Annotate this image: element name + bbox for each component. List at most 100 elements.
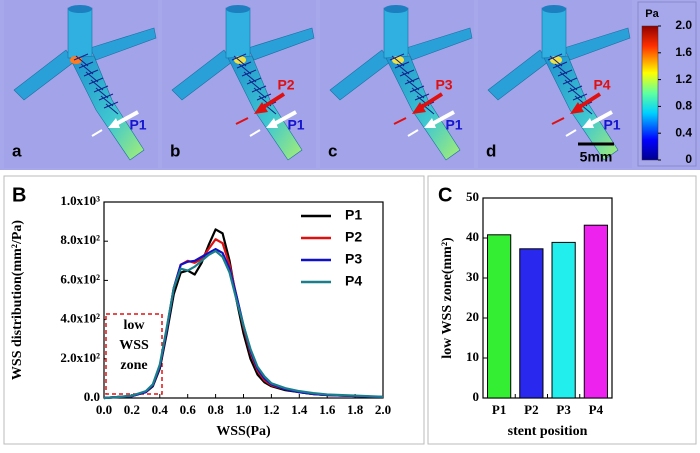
- panel-b-frame: [3, 175, 425, 445]
- y-tick-label: 1.0x10³: [60, 193, 100, 208]
- panel-label: B: [12, 184, 26, 206]
- vessel-top: [67, 7, 93, 59]
- vessel-top-opening: [384, 5, 408, 13]
- arrow-head: [108, 118, 120, 128]
- vessel-trunk: [69, 55, 145, 161]
- position-marker: P1: [445, 117, 462, 133]
- subpanel-label: d: [486, 141, 496, 160]
- stent-strut: [98, 93, 114, 107]
- y-tick-label: 30: [466, 269, 479, 284]
- marker-line: [235, 117, 249, 125]
- y-tick-label: 20: [466, 309, 479, 324]
- stent-strut: [399, 69, 415, 83]
- position-marker: P2: [277, 77, 294, 93]
- x-tick-label: 2.0: [375, 402, 391, 417]
- arrow-red: [260, 92, 286, 110]
- stent-strut: [88, 77, 104, 91]
- legend-label: P2: [345, 229, 362, 245]
- marker-line: [91, 129, 103, 137]
- vessel-top: [225, 7, 251, 59]
- simulation-image: a P1: [4, 0, 158, 168]
- stent-strut: [557, 69, 573, 83]
- x-tick-label: 0.8: [207, 402, 224, 417]
- legend-label: P3: [345, 251, 362, 267]
- position-marker: P1: [287, 117, 304, 133]
- marker-line: [393, 117, 407, 125]
- stent-strut: [83, 69, 99, 83]
- x-tick-label: P4: [589, 402, 604, 417]
- arrow-white: [431, 110, 455, 126]
- stent-strut: [78, 61, 94, 75]
- stent-strut: [93, 85, 109, 99]
- y-tick-label: 50: [466, 189, 479, 204]
- y-axis-label: WSS distribution(mm²/Pa): [10, 220, 25, 380]
- panel-label: C: [438, 184, 452, 206]
- x-tick-label: 1.4: [291, 402, 308, 417]
- annotation: zone: [120, 358, 147, 373]
- position-marker: P3: [435, 77, 452, 93]
- vessel-top: [383, 7, 409, 59]
- stent-strut: [389, 53, 405, 67]
- colorbar-tick-label: 2.0: [675, 18, 692, 32]
- y-tick-label: 10: [466, 349, 479, 364]
- y-tick-label: 4.0x10²: [60, 311, 100, 326]
- x-axis-label: WSS(Pa): [216, 424, 271, 439]
- y-tick-label: 2.0x10²: [60, 350, 100, 365]
- colorbar: [641, 25, 659, 161]
- colorbar-tick-label: 1.6: [675, 45, 692, 59]
- subpanel-label: c: [328, 141, 337, 160]
- stent-strut: [547, 53, 563, 67]
- x-tick-label: P3: [556, 402, 571, 417]
- stent-strut: [241, 69, 257, 83]
- vessel-top-opening: [226, 5, 250, 13]
- colorbar-title: Pa: [645, 8, 659, 20]
- arrow-white: [589, 110, 613, 126]
- stent-strut: [567, 85, 583, 99]
- stent-strut: [409, 85, 425, 99]
- arrow-head: [582, 118, 594, 128]
- arrow-head: [254, 102, 268, 114]
- annotation-box: [105, 313, 163, 395]
- stent-strut: [103, 101, 119, 115]
- marker-line: [407, 129, 419, 137]
- colorbar-tick-label: 0.4: [675, 125, 692, 139]
- bar: [583, 224, 608, 399]
- y-tick-label: 0.0: [84, 389, 100, 404]
- stent-strut: [73, 53, 89, 67]
- simulation-image: b P2 P1: [162, 0, 316, 168]
- marker-line: [551, 117, 565, 125]
- x-tick-label: 1.8: [347, 402, 364, 417]
- simulation-image: d P4 P1 5mm: [478, 0, 632, 168]
- x-tick-label: 0.0: [96, 402, 112, 417]
- series-line: [103, 249, 384, 400]
- x-tick-label: P2: [524, 402, 538, 417]
- legend-label: P1: [345, 207, 362, 223]
- y-tick-label: 6.0x10²: [60, 271, 100, 286]
- y-tick-label: 8.0x10²: [60, 232, 100, 247]
- x-axis-label: stent position: [508, 424, 588, 439]
- stent-strut: [251, 85, 267, 99]
- colorbar-tick-label: 0: [685, 152, 692, 166]
- simulation-image: c P3 P1: [320, 0, 474, 168]
- arrow-red: [576, 92, 602, 110]
- x-tick-label: P1: [492, 402, 506, 417]
- arrow-white: [273, 110, 297, 126]
- bar: [519, 248, 544, 399]
- bar: [487, 234, 512, 399]
- x-tick-label: 1.6: [319, 402, 336, 417]
- colorbar-tick-label: 0.8: [675, 99, 692, 113]
- x-tick-label: 0.2: [124, 402, 140, 417]
- arrow-head: [266, 118, 278, 128]
- stent-strut: [552, 61, 568, 75]
- vessel-top-opening: [542, 5, 566, 13]
- legend-label: P4: [345, 273, 362, 289]
- subpanel-label: a: [12, 141, 22, 160]
- x-tick-label: 1.2: [263, 402, 279, 417]
- marker-line: [565, 129, 577, 137]
- y-tick-label: 0: [473, 389, 480, 404]
- x-tick-label: 0.4: [152, 402, 169, 417]
- stent-strut: [562, 77, 578, 91]
- x-tick-label: 0.6: [180, 402, 197, 417]
- bar: [551, 241, 576, 399]
